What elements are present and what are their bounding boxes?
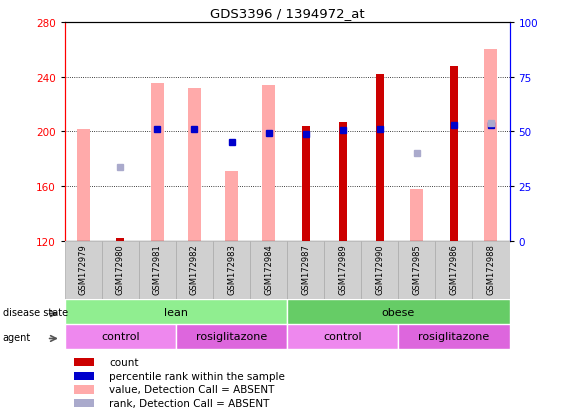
Bar: [472, 242, 510, 299]
Bar: [65, 324, 176, 349]
Text: GSM172986: GSM172986: [449, 243, 458, 294]
Text: rosiglitazone: rosiglitazone: [196, 332, 267, 342]
Text: GSM172979: GSM172979: [79, 243, 88, 294]
Bar: [339, 123, 347, 242]
Text: value, Detection Call = ABSENT: value, Detection Call = ABSENT: [109, 385, 275, 394]
Bar: [188, 88, 201, 242]
Bar: [213, 242, 250, 299]
Bar: [117, 239, 124, 242]
Text: rank, Detection Call = ABSENT: rank, Detection Call = ABSENT: [109, 399, 270, 408]
Bar: [139, 242, 176, 299]
Bar: [361, 242, 399, 299]
Bar: [399, 242, 435, 299]
Text: control: control: [323, 332, 362, 342]
Bar: [65, 299, 287, 324]
Bar: [176, 324, 287, 349]
Bar: [450, 66, 458, 242]
Bar: [410, 190, 423, 242]
Bar: [151, 84, 164, 242]
Bar: [74, 358, 93, 366]
Bar: [399, 324, 510, 349]
Bar: [102, 242, 139, 299]
Text: GSM172990: GSM172990: [376, 243, 385, 294]
Bar: [376, 75, 384, 242]
Text: disease state: disease state: [3, 308, 68, 318]
Text: obese: obese: [382, 307, 415, 317]
Text: control: control: [101, 332, 140, 342]
Text: GSM172988: GSM172988: [486, 243, 495, 294]
Text: GSM172982: GSM172982: [190, 243, 199, 294]
Bar: [77, 129, 90, 242]
Bar: [74, 399, 93, 408]
Bar: [74, 372, 93, 380]
Bar: [250, 242, 287, 299]
Text: GSM172985: GSM172985: [412, 243, 421, 294]
Bar: [324, 242, 361, 299]
Text: count: count: [109, 357, 138, 367]
Text: GSM172984: GSM172984: [264, 243, 273, 294]
Title: GDS3396 / 1394972_at: GDS3396 / 1394972_at: [210, 7, 364, 20]
Bar: [287, 324, 399, 349]
Bar: [287, 242, 324, 299]
Bar: [176, 242, 213, 299]
Text: rosiglitazone: rosiglitazone: [418, 332, 490, 342]
Bar: [287, 299, 510, 324]
Text: GSM172989: GSM172989: [338, 243, 347, 294]
Text: lean: lean: [164, 307, 188, 317]
Text: GSM172987: GSM172987: [301, 243, 310, 294]
Bar: [74, 385, 93, 394]
Text: GSM172983: GSM172983: [227, 243, 236, 294]
Bar: [435, 242, 472, 299]
Bar: [65, 242, 102, 299]
Bar: [262, 85, 275, 242]
Bar: [302, 127, 310, 242]
Bar: [485, 50, 498, 242]
Bar: [225, 172, 238, 242]
Text: percentile rank within the sample: percentile rank within the sample: [109, 371, 285, 381]
Text: agent: agent: [3, 332, 31, 342]
Text: GSM172981: GSM172981: [153, 243, 162, 294]
Text: GSM172980: GSM172980: [116, 243, 125, 294]
